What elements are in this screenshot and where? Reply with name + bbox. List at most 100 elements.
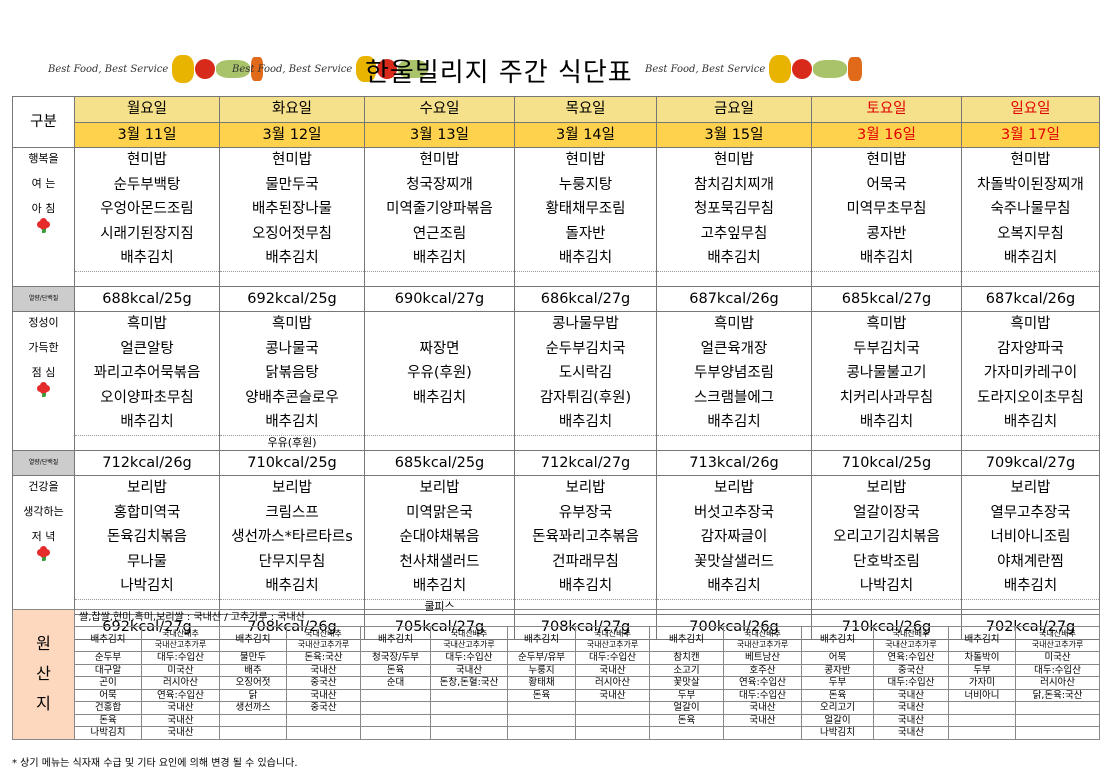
menu-item [811, 270, 962, 286]
menu-item: 감자양파국 [961, 336, 1100, 361]
menu-item: 현미밥 [514, 147, 657, 173]
menu-item: 황태채무조림 [514, 197, 657, 222]
origin-cell: 국내산배추 국내산고추가루 [430, 626, 508, 652]
origin-cell: 두부 [801, 676, 874, 690]
origin-cell: 연육:수입산 [141, 688, 220, 702]
origin-cell: 건홍합 [74, 701, 142, 715]
day-name: 월요일 [74, 96, 220, 123]
origin-cell: 오징어젓 [219, 676, 287, 690]
kcal-row: 열량/단백질 712kcal/26g 710kcal/25g 685kcal/25g 7… [12, 449, 1100, 476]
kcal-value: 713kcal/26g [656, 449, 812, 476]
kcal-value: 688kcal/25g [74, 285, 220, 312]
menu-item [514, 270, 657, 286]
origin-cell: 국내산 [873, 713, 949, 727]
origin-cell [219, 713, 287, 727]
menu-item: 무나물 [74, 549, 220, 574]
menu-row: 배추김치 배추김치 배추김치 배추김치 배추김치 배추김치 배추김치 [13, 246, 1100, 271]
kcal-value: 687kcal/26g [656, 285, 812, 312]
origin-cell: 국내산 [873, 688, 949, 702]
menu-item: 현미밥 [961, 147, 1100, 173]
menu-item: 연근조림 [364, 221, 515, 246]
origin-cell [360, 726, 431, 740]
day-date: 3월 13일 [364, 121, 515, 148]
menu-item: 우엉아몬드조림 [74, 197, 220, 222]
origin-cell: 호주산 [723, 663, 802, 677]
vegetables-image [356, 56, 429, 82]
menu-row: 무나물 단무지무침 천사채샐러드 건파래무침 꽃맛살샐러드 단호박조림 야채계란찜 [13, 549, 1100, 574]
menu-item: 배추김치 [811, 246, 962, 271]
origin-cell [948, 701, 1016, 715]
menu-item [364, 434, 515, 450]
banner-text: Best Food, Best Service [48, 63, 169, 75]
origin-cell: 배추김치 [507, 626, 576, 652]
origin-cell: 두부 [948, 663, 1016, 677]
origin-cell: 국내산배추 국내산고추가루 [575, 626, 650, 652]
origin-cell: 대두:수입산 [430, 651, 508, 665]
origin-cell: 국내산배추 국내산고추가루 [873, 626, 949, 652]
origin-cell: 물만두 [219, 651, 287, 665]
day-date: 3월 15일 [656, 121, 812, 148]
menu-item: 단호박조림 [811, 549, 962, 574]
menu-row: 나박김치 배추김치 배추김치 배추김치 배추김치 나박김치 배추김치 [13, 574, 1100, 599]
day-name: 금요일 [656, 96, 812, 123]
meal-label-line: 정성이 [28, 316, 59, 329]
origin-row: 돈육 국내산 돈육 국내산 얼갈이 국내산 [13, 713, 1101, 727]
kcal-value: 709kcal/27g [961, 449, 1100, 476]
menu-item [364, 311, 515, 337]
menu-item [656, 270, 812, 286]
origin-cell [219, 726, 287, 740]
origin-cell: 청국장/두부 [360, 651, 431, 665]
menu-item: 꽃맛살샐러드 [656, 549, 812, 574]
menu-item: 돈육김치볶음 [74, 525, 220, 550]
menu-item: 보리밥 [514, 475, 657, 501]
menu-item: 나박김치 [74, 574, 220, 599]
menu-item [961, 270, 1100, 286]
menu-item: 물만두국 [219, 172, 365, 197]
menu-item: 스크램블에그 [656, 385, 812, 410]
kcal-value: 712kcal/26g [74, 449, 220, 476]
banner-middle: Best Food, Best Service [232, 44, 429, 94]
menu-item: 천사채샐러드 [364, 549, 515, 574]
origin-cell [286, 726, 361, 740]
menu-item: 콩자반 [811, 221, 962, 246]
meal-label-line: 점 심 [31, 366, 56, 379]
vegetables-image [172, 55, 264, 83]
origin-row: 어묵 연육:수입산 닭 국내산 돈육 국내산 두부 대두:수입산 돈육 국내산 너비아니 닭,돈육:국… [13, 688, 1101, 702]
menu-item: 너비아니조림 [961, 525, 1100, 550]
menu-item: 콩나물무밥 [514, 311, 657, 337]
origin-cell: 국내산 [723, 713, 802, 727]
menu-item: 배추된장나물 [219, 197, 365, 222]
day-date: 3월 14일 [514, 121, 657, 148]
origin-cell: 국내산 [141, 713, 220, 727]
origin-cell: 돈육 [801, 688, 874, 702]
origin-cell: 국내산 [286, 688, 361, 702]
menu-item: 흑미밥 [74, 311, 220, 337]
origin-cell: 대두:수입산 [575, 651, 650, 665]
origin-cell: 닭,돈육:국산 [1014, 688, 1101, 702]
menu-item: 우유(후원) [364, 361, 515, 386]
weekly-menu-table: 구분 월요일 화요일 수요일 목요일 금요일 토요일 일요일 3월 11일 3월 12일 3월 13… [12, 96, 1100, 640]
menu-item: 돈육꽈리고추볶음 [514, 525, 657, 550]
menu-item: 버섯고추장국 [656, 500, 812, 525]
menu-item: 오복지무침 [961, 221, 1100, 246]
menu-item: 배추김치 [514, 410, 657, 435]
kcal-value: 685kcal/27g [811, 285, 962, 312]
meal-label-line: 저 녁 [31, 530, 56, 543]
menu-item: 현미밥 [656, 147, 812, 173]
origin-cell [360, 701, 431, 715]
menu-row: 배추김치 배추김치 배추김치 배추김치 배추김치 배추김치 [13, 410, 1100, 435]
kcal-label: 열량/단백질 [12, 285, 75, 312]
origin-cell: 국내산배추 국내산고추가루 [286, 626, 361, 652]
menu-item: 배추김치 [514, 574, 657, 599]
origin-cell: 배추 [219, 663, 287, 677]
origin-cell: 가자미 [948, 676, 1016, 690]
day-date: 3월 12일 [219, 121, 365, 148]
origin-row: 나박김치 국내산 나박김치 국내산 [13, 726, 1101, 740]
menu-item: 보리밥 [74, 475, 220, 501]
origin-cell: 배추김치 [219, 626, 287, 652]
origin-cell: 국내산 [873, 726, 949, 740]
menu-item: 순대야채볶음 [364, 525, 515, 550]
origin-cell: 대두:수입산 [723, 688, 802, 702]
origin-cell: 베트남산 [723, 651, 802, 665]
